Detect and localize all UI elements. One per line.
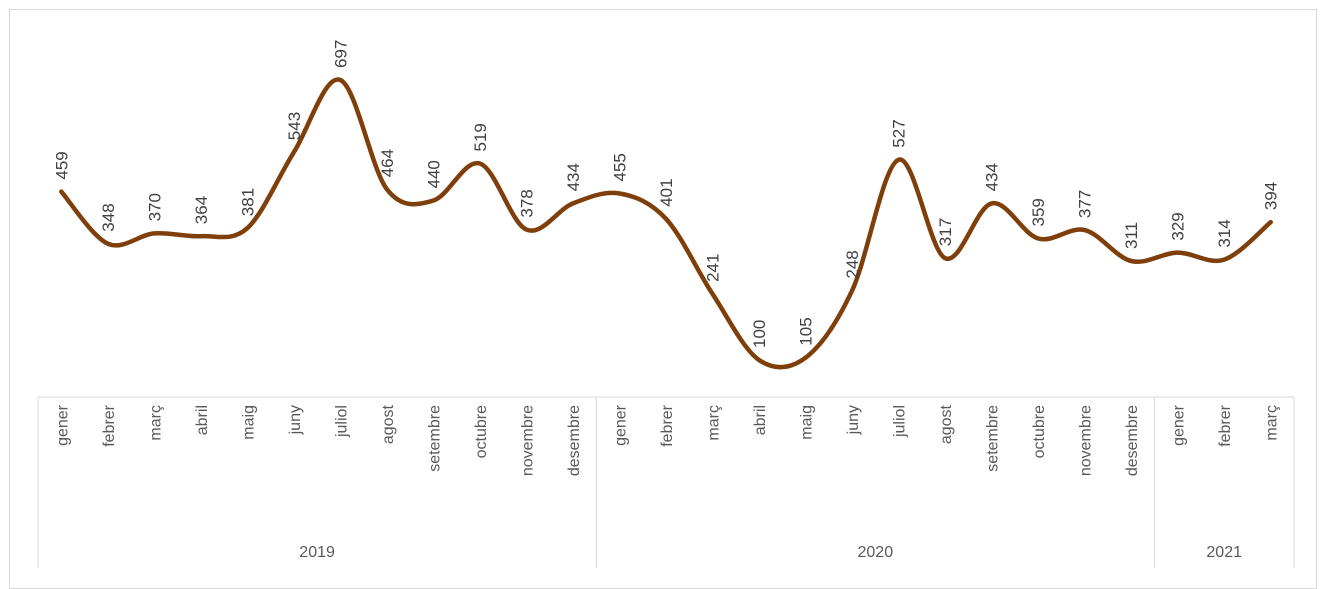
x-tick-label: desembre <box>566 405 583 476</box>
data-label: 697 <box>331 40 350 68</box>
data-label: 248 <box>843 250 862 278</box>
data-point <box>199 234 203 238</box>
data-label: 519 <box>471 123 490 151</box>
data-point <box>59 190 63 194</box>
data-label: 378 <box>517 189 536 217</box>
data-label: 314 <box>1215 219 1234 247</box>
data-point <box>757 358 761 362</box>
data-point <box>943 256 947 260</box>
data-point <box>1129 259 1133 263</box>
data-point <box>385 187 389 191</box>
data-label: 364 <box>192 196 211 224</box>
year-label: 2019 <box>299 544 335 561</box>
data-point <box>1269 220 1273 224</box>
data-point <box>292 150 296 154</box>
x-tick-label: gener <box>613 404 630 446</box>
data-label: 527 <box>890 119 909 147</box>
data-point <box>1176 251 1180 255</box>
x-tick-label: juny <box>287 405 304 435</box>
x-tick-label: setembre <box>426 405 443 472</box>
data-point <box>850 289 854 293</box>
x-tick-label: febrer <box>101 404 118 446</box>
x-tick-label: agost <box>380 404 397 444</box>
data-label: 359 <box>1029 198 1048 226</box>
data-label: 401 <box>657 178 676 206</box>
x-tick-label: maig <box>799 405 816 440</box>
data-label: 381 <box>238 188 257 216</box>
data-label: 377 <box>1076 190 1095 218</box>
data-point <box>1036 237 1040 241</box>
x-tick-label: gener <box>1171 404 1188 446</box>
year-label: 2021 <box>1206 544 1242 561</box>
data-label: 434 <box>564 163 583 191</box>
data-label: 459 <box>52 151 71 179</box>
data-label: 317 <box>936 218 955 246</box>
data-point <box>431 199 435 203</box>
data-label: 329 <box>1169 212 1188 240</box>
data-point <box>664 217 668 221</box>
data-label: 464 <box>378 149 397 177</box>
year-label: 2020 <box>858 544 894 561</box>
x-tick-label: novembre <box>519 405 536 476</box>
data-label: 394 <box>1262 182 1281 210</box>
data-label: 348 <box>99 203 118 231</box>
x-tick-label: febrer <box>659 404 676 446</box>
data-point <box>338 78 342 82</box>
data-label: 100 <box>750 320 769 348</box>
data-label: 370 <box>145 193 164 221</box>
data-point <box>618 192 622 196</box>
data-point <box>1222 258 1226 262</box>
x-tick-label: desembre <box>1124 405 1141 476</box>
data-point <box>245 226 249 230</box>
data-point <box>804 356 808 360</box>
x-tick-label: setembre <box>985 405 1002 472</box>
x-tick-label: abril <box>752 405 769 435</box>
data-label: 440 <box>424 160 443 188</box>
x-tick-label: juliol <box>892 405 909 438</box>
x-tick-label: abril <box>194 405 211 435</box>
data-point <box>571 201 575 205</box>
line-chart: 459 348 370 364 381 543 697 464 440 519 378 434 455 4… <box>37 40 1295 568</box>
x-tick-label: març <box>147 405 164 441</box>
x-tick-label: març <box>1264 405 1281 441</box>
x-tick-label: octubre <box>1031 405 1048 458</box>
data-point <box>152 231 156 235</box>
data-label: 434 <box>983 163 1002 191</box>
data-label: 455 <box>611 153 630 181</box>
x-tick-label: novembre <box>1078 405 1095 476</box>
data-label: 105 <box>797 317 816 345</box>
x-tick-label: febrer <box>1217 404 1234 446</box>
data-label: 543 <box>285 112 304 140</box>
data-label: 311 <box>1122 222 1141 249</box>
data-label: 241 <box>704 254 723 282</box>
data-point <box>897 158 901 162</box>
data-point <box>1083 228 1087 232</box>
x-tick-label: octubre <box>473 405 490 458</box>
series-line <box>59 77 1273 370</box>
data-point <box>711 292 715 296</box>
x-tick-label: agost <box>938 404 955 444</box>
x-tick-label: juliol <box>333 405 350 438</box>
data-point <box>524 228 528 232</box>
x-tick-label: gener <box>54 404 71 446</box>
data-point <box>990 201 994 205</box>
x-tick-label: maig <box>240 405 257 440</box>
x-tick-label: juny <box>845 405 862 435</box>
data-point <box>478 162 482 166</box>
data-point <box>106 242 110 246</box>
x-tick-label: març <box>706 405 723 441</box>
